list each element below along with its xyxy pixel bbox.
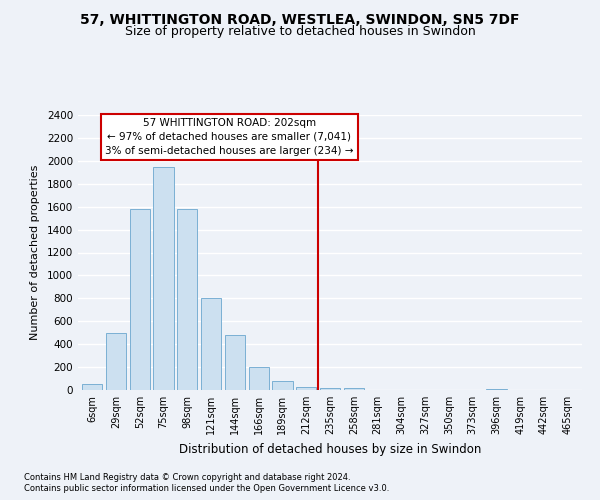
X-axis label: Distribution of detached houses by size in Swindon: Distribution of detached houses by size … bbox=[179, 442, 481, 456]
Bar bbox=[177, 209, 197, 390]
Bar bbox=[344, 388, 364, 390]
Bar bbox=[154, 166, 173, 390]
Bar bbox=[296, 386, 316, 390]
Bar bbox=[130, 209, 150, 390]
Text: Size of property relative to detached houses in Swindon: Size of property relative to detached ho… bbox=[125, 25, 475, 38]
Bar bbox=[106, 332, 126, 390]
Bar bbox=[201, 298, 221, 390]
Text: Contains public sector information licensed under the Open Government Licence v3: Contains public sector information licen… bbox=[24, 484, 389, 493]
Bar bbox=[82, 384, 103, 390]
Bar bbox=[225, 335, 245, 390]
Text: 57 WHITTINGTON ROAD: 202sqm
← 97% of detached houses are smaller (7,041)
3% of s: 57 WHITTINGTON ROAD: 202sqm ← 97% of det… bbox=[105, 118, 353, 156]
Text: Contains HM Land Registry data © Crown copyright and database right 2024.: Contains HM Land Registry data © Crown c… bbox=[24, 472, 350, 482]
Y-axis label: Number of detached properties: Number of detached properties bbox=[30, 165, 40, 340]
Bar bbox=[487, 389, 506, 390]
Bar bbox=[248, 367, 269, 390]
Bar bbox=[320, 388, 340, 390]
Bar bbox=[272, 381, 293, 390]
Text: 57, WHITTINGTON ROAD, WESTLEA, SWINDON, SN5 7DF: 57, WHITTINGTON ROAD, WESTLEA, SWINDON, … bbox=[80, 12, 520, 26]
